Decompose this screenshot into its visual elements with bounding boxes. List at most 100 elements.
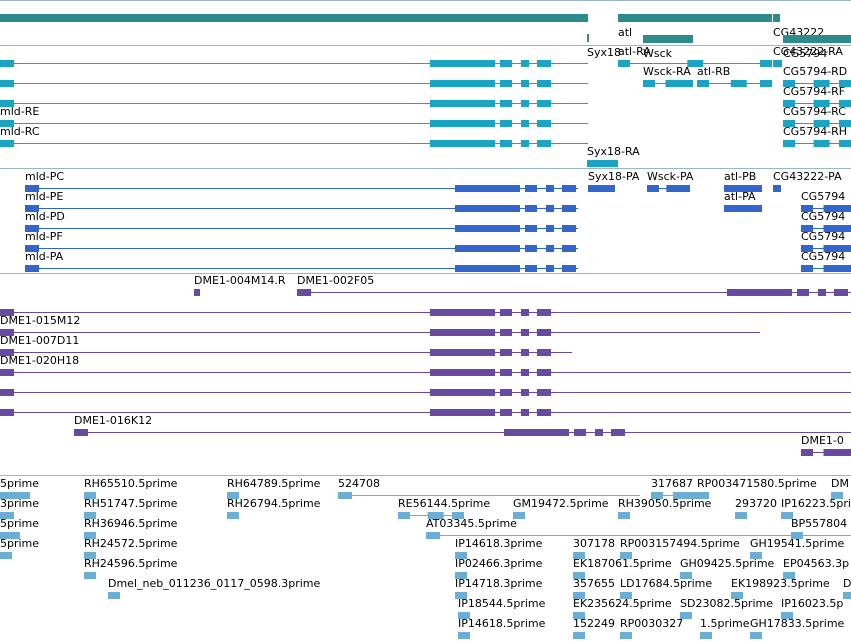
exon-block[interactable]	[0, 409, 14, 416]
exon-block[interactable]	[537, 389, 551, 396]
exon-block[interactable]	[546, 245, 554, 252]
exon-block[interactable]	[430, 60, 495, 67]
exon-block[interactable]	[760, 60, 772, 67]
feature-re56144-5prime[interactable]: RE56144.5prime	[398, 497, 490, 519]
exon-block[interactable]	[546, 205, 554, 212]
feature-dme1-016k12[interactable]: DME1-016K12	[74, 414, 851, 436]
exon-block[interactable]	[500, 389, 512, 396]
feature-gh09425-5prime[interactable]: GH09425.5prime	[680, 557, 775, 579]
exon-block[interactable]	[797, 289, 809, 296]
exon-block[interactable]	[0, 369, 14, 376]
feature-dme1-0[interactable]: DME1-0	[801, 434, 851, 456]
exon-block[interactable]	[84, 552, 96, 559]
feature-mld-pe[interactable]: mld-PE	[25, 190, 578, 212]
exon-block[interactable]	[426, 532, 440, 539]
feature-5prime[interactable]: 5prime	[0, 537, 39, 559]
exon-block[interactable]	[525, 205, 537, 212]
feature-307178[interactable]: 307178	[573, 537, 615, 559]
feature-dme1-020h18[interactable]: DME1-020H18	[0, 354, 851, 376]
feature-293720[interactable]: 293720	[735, 497, 777, 519]
exon-block[interactable]	[537, 140, 551, 147]
feature-rp0030327[interactable]: RP0030327	[620, 617, 683, 639]
exon-block[interactable]	[681, 80, 693, 87]
feature-mld-pd[interactable]: mld-PD	[25, 210, 578, 232]
exon-block[interactable]	[500, 349, 512, 356]
exon-block[interactable]	[227, 512, 239, 519]
exon-block[interactable]	[521, 100, 529, 107]
exon-block[interactable]	[839, 449, 851, 456]
feature-ek198923-5prime[interactable]: EK198923.5prime	[731, 577, 830, 599]
exon-block[interactable]	[455, 552, 467, 559]
exon-block[interactable]	[697, 492, 709, 499]
exon-block[interactable]	[573, 632, 585, 639]
feature-ld17684-5prime[interactable]: LD17684.5prime	[620, 577, 712, 599]
exon-block[interactable]	[834, 289, 848, 296]
gene-bar[interactable]	[0, 14, 588, 22]
exon-block[interactable]	[678, 185, 690, 192]
exon-block[interactable]	[537, 100, 551, 107]
exon-block[interactable]	[801, 205, 813, 212]
exon-block[interactable]	[666, 185, 683, 192]
exon-block[interactable]	[791, 532, 803, 539]
exon-block[interactable]	[562, 245, 576, 252]
feature-rh64789-5prime[interactable]: RH64789.5prime	[227, 477, 321, 499]
feature-gh19541-5prime[interactable]: GH19541.5prime	[750, 537, 845, 559]
feature-dmel-neb-011236-0117-0598-3prime[interactable]: Dmel_neb_011236_0117_0598.3prime	[108, 577, 320, 599]
exon-block[interactable]	[84, 512, 96, 519]
exon-block[interactable]	[813, 140, 830, 147]
exon-block[interactable]	[25, 225, 39, 232]
exon-block[interactable]	[525, 225, 537, 232]
exon-block[interactable]	[525, 185, 537, 192]
feature-ip14618-5prime[interactable]: IP14618.5prime	[458, 617, 546, 639]
exon-block[interactable]	[724, 185, 762, 192]
exon-block[interactable]	[700, 632, 712, 639]
exon-block[interactable]	[546, 265, 554, 272]
feature-cg5794[interactable]: CG5794	[783, 35, 851, 60]
exon-block[interactable]	[525, 265, 537, 272]
exon-block[interactable]	[0, 492, 30, 499]
exon-block[interactable]	[651, 492, 663, 499]
feature-3prime[interactable]: 3prime	[0, 497, 39, 519]
exon-block[interactable]	[0, 140, 14, 147]
exon-block[interactable]	[500, 60, 512, 67]
exon-block[interactable]	[521, 329, 529, 336]
feature-cg43222-pa[interactable]: CG43222-PA	[773, 170, 842, 192]
feature[interactable]	[0, 60, 588, 67]
exon-block[interactable]	[25, 185, 39, 192]
feature[interactable]	[0, 309, 851, 316]
feature-cg5794[interactable]: CG5794	[801, 210, 851, 232]
feature-cg5794[interactable]: CG5794	[801, 250, 851, 272]
exon-block[interactable]	[665, 80, 682, 87]
exon-block[interactable]	[0, 532, 20, 539]
feature-atl[interactable]: atl	[618, 14, 772, 39]
feature-ip16023-5p[interactable]: IP16023.5p	[781, 597, 843, 619]
exon-block[interactable]	[521, 369, 529, 376]
feature-5prime[interactable]: 5prime	[0, 477, 39, 499]
feature-at03345-5prime[interactable]: AT03345.5prime	[426, 517, 851, 539]
exon-block[interactable]	[687, 60, 704, 67]
exon-block[interactable]	[458, 632, 470, 639]
exon-block[interactable]	[455, 185, 520, 192]
exon-block[interactable]	[730, 80, 747, 87]
feature-dme1-002f05[interactable]: DME1-002F05	[297, 274, 851, 296]
exon-block[interactable]	[843, 592, 851, 599]
exon-block[interactable]	[25, 245, 39, 252]
feature-ek235624-5prime[interactable]: EK235624.5prime	[573, 597, 672, 619]
exon-block[interactable]	[25, 205, 39, 212]
feature-dme1-007d11[interactable]: DME1-007D11	[0, 334, 572, 356]
feature-rh36946-5prime[interactable]: RH36946.5prime	[84, 517, 178, 539]
exon-block[interactable]	[398, 512, 410, 519]
feature-mld-pa[interactable]: mld-PA	[25, 250, 578, 272]
feature-cg5794[interactable]: CG5794	[801, 230, 851, 252]
exon-block[interactable]	[500, 309, 512, 316]
gene-bar[interactable]	[643, 35, 693, 43]
exon-block[interactable]	[773, 185, 781, 192]
exon-block[interactable]	[0, 120, 14, 127]
feature-atl-rb[interactable]: atl-RB	[697, 65, 772, 87]
exon-block[interactable]	[562, 205, 576, 212]
feature-rh26794-5prime[interactable]: RH26794.5prime	[227, 497, 321, 519]
feature-ek187061-5prime[interactable]: EK187061.5prime	[573, 557, 672, 579]
exon-block[interactable]	[521, 349, 529, 356]
feature-357655[interactable]: 357655	[573, 577, 615, 599]
exon-block[interactable]	[84, 492, 96, 499]
